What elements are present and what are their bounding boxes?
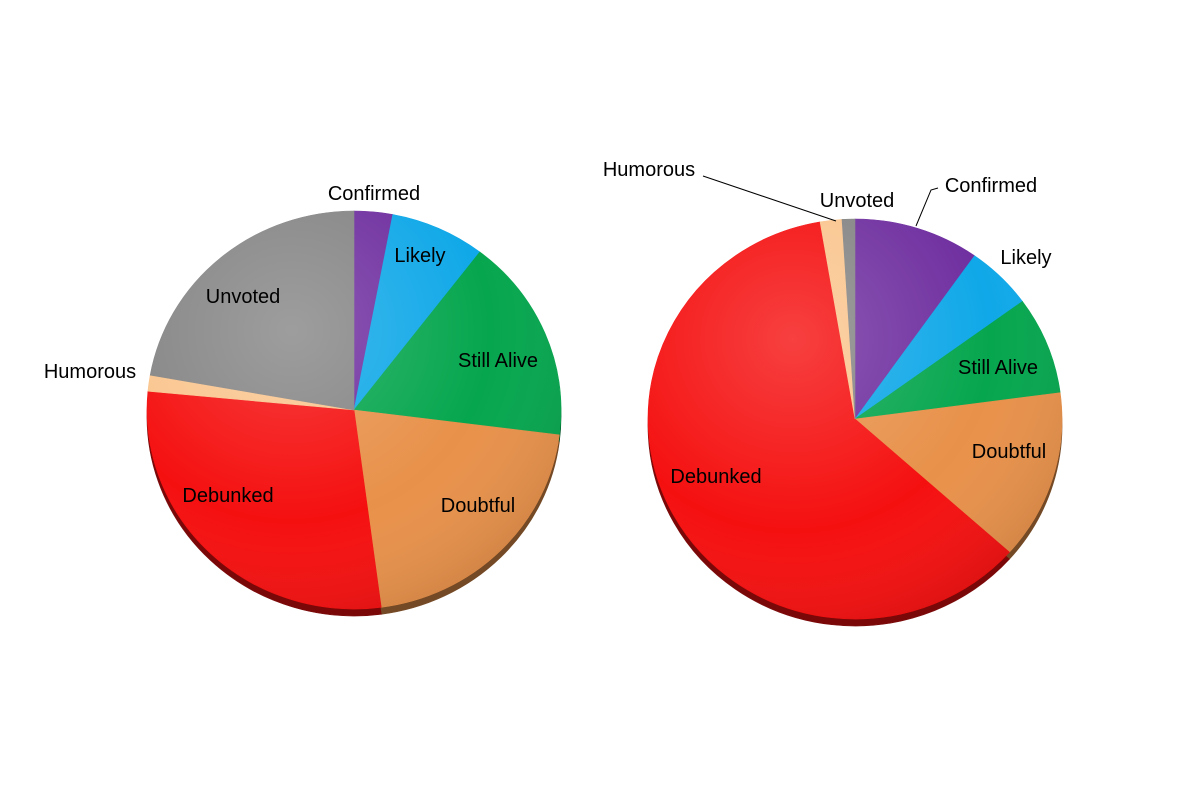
label-likely: Likely bbox=[1000, 247, 1051, 269]
label-likely: Likely bbox=[394, 245, 445, 267]
label-still-alive: Still Alive bbox=[458, 350, 538, 372]
leader-line-confirmed bbox=[915, 187, 939, 227]
pie-shading bbox=[648, 219, 1062, 619]
label-unvoted: Unvoted bbox=[206, 286, 281, 308]
label-confirmed: Confirmed bbox=[328, 183, 420, 205]
label-humorous: Humorous bbox=[44, 361, 136, 383]
label-confirmed: Confirmed bbox=[945, 175, 1037, 197]
label-debunked: Debunked bbox=[670, 466, 761, 488]
pie-chart-left: Confirmed Likely Still Alive Doubtful De… bbox=[44, 183, 562, 617]
label-doubtful: Doubtful bbox=[972, 441, 1047, 463]
label-doubtful: Doubtful bbox=[441, 495, 516, 517]
label-unvoted: Unvoted bbox=[820, 190, 895, 212]
leader-line-humorous bbox=[702, 175, 837, 222]
label-humorous: Humorous bbox=[603, 159, 695, 181]
pie-shading bbox=[147, 211, 561, 609]
label-still-alive: Still Alive bbox=[958, 357, 1038, 379]
pie-chart-right: Confirmed Likely Still Alive Doubtful De… bbox=[603, 159, 1063, 627]
label-debunked: Debunked bbox=[182, 485, 273, 507]
